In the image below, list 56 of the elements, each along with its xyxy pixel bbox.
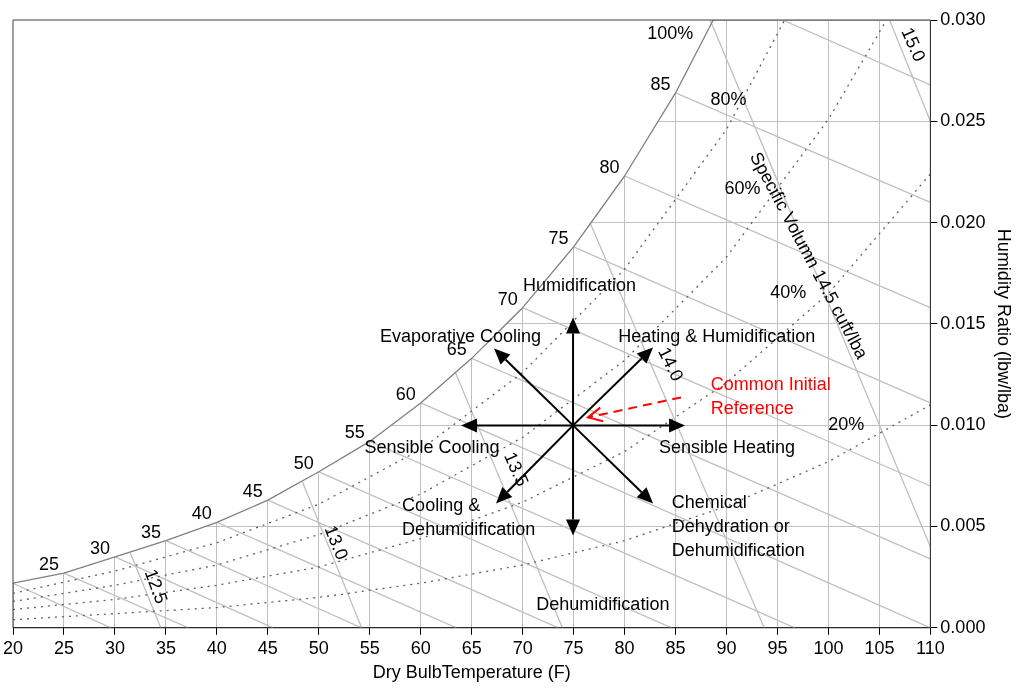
x-tick-label: 45 [257, 637, 278, 658]
series-label: 45 [242, 481, 263, 502]
series-label: 55 [344, 422, 365, 443]
x-tick-label: 30 [104, 637, 125, 658]
y-tick-label: 0.010 [940, 414, 986, 435]
y-tick-label: 0.020 [940, 211, 986, 232]
annotation: Dehumidification [536, 593, 670, 614]
series-label: 35 [140, 521, 161, 542]
annotation: Heating & Humidification [618, 326, 816, 347]
x-tick-label: 35 [155, 637, 176, 658]
annotation: Chemical Dehydration or Dehumidification [671, 492, 805, 561]
y-axis-title: Humidity Ratio (lbw/lba) [994, 228, 1015, 419]
y-tick-label: 0.015 [940, 312, 986, 333]
y-tick-label: 0.005 [940, 515, 986, 536]
y-tick-label: 0.025 [940, 110, 986, 131]
series-label: 85 [650, 73, 671, 94]
series-label: 20% [828, 413, 865, 434]
text: 12.5 [140, 566, 172, 607]
series-label: 50 [293, 452, 314, 473]
series-label: 60 [395, 383, 416, 404]
x-tick-label: 55 [359, 637, 380, 658]
series-label: 70 [497, 288, 518, 309]
series-label: 75 [548, 227, 569, 248]
x-tick-label: 50 [308, 637, 329, 658]
series-label: 30 [89, 537, 110, 558]
annotation: Sensible Heating [658, 437, 796, 458]
annotation: Sensible Cooling [364, 437, 500, 458]
annotation: Common Initial Reference [710, 373, 831, 418]
x-tick-label: 110 [916, 637, 945, 658]
x-tick-label: 100 [813, 637, 844, 658]
x-tick-label: 60 [410, 637, 431, 658]
series-label: 40% [770, 281, 807, 302]
x-axis-title: Dry BulbTemperature (F) [372, 662, 571, 683]
series-label: 100% [647, 22, 694, 43]
text: 13.0 [320, 522, 353, 563]
x-tick-label: 105 [864, 637, 895, 658]
x-tick-label: 40 [206, 637, 227, 658]
x-tick-label: 85 [665, 637, 686, 658]
text: 13.5 [500, 449, 533, 490]
series-label: 80% [710, 88, 747, 109]
x-tick-label: 65 [461, 637, 482, 658]
series-label: 25 [38, 554, 59, 575]
x-tick-label: 95 [767, 637, 788, 658]
y-tick-label: 0.030 [940, 8, 986, 29]
y-tick-label: 0.000 [940, 616, 986, 637]
annotation: Cooling & Dehumidification [402, 495, 536, 540]
series-label: 40 [191, 503, 212, 524]
x-tick-label: 20 [3, 637, 24, 658]
x-tick-label: 25 [53, 637, 74, 658]
x-tick-label: 90 [716, 637, 737, 658]
x-tick-label: 75 [563, 637, 584, 658]
annotation: Humidification [522, 274, 636, 295]
x-tick-label: 80 [614, 637, 635, 658]
text: 15.0 [897, 24, 930, 65]
series-label: 80 [599, 156, 620, 177]
x-tick-label: 70 [512, 637, 533, 658]
